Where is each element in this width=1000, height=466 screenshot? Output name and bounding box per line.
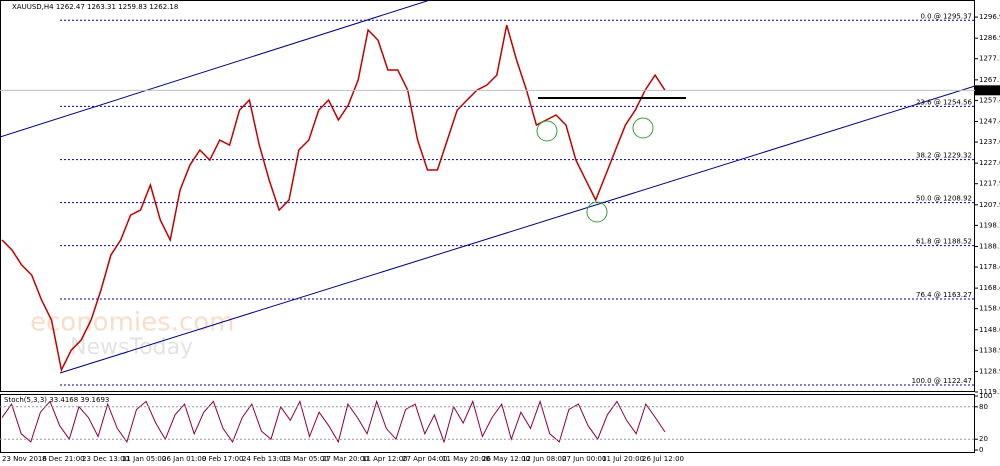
x-tick-label: 24 Feb 13:00 bbox=[242, 455, 288, 463]
channel-lower bbox=[59, 85, 976, 374]
y-tick-label: 1227.65 bbox=[979, 159, 1000, 167]
chart-title: XAUUSD,H4 1262.47 1263.31 1259.83 1262.1… bbox=[12, 3, 178, 11]
y-tick-label: 1237.65 bbox=[979, 138, 1000, 146]
y-tick-label: 1168.40 bbox=[979, 284, 1000, 292]
y-tick-label: 1198.15 bbox=[979, 221, 1000, 229]
x-tick-label: 26 Jan 01:00 bbox=[162, 455, 206, 463]
series-line bbox=[1, 24, 666, 373]
fib-label: 100.0 @ 1122.47 bbox=[912, 377, 972, 385]
y-tick-label: 1138.90 bbox=[979, 346, 1000, 354]
x-tick-label: 8 Dec 21:00 bbox=[42, 455, 85, 463]
series-line bbox=[1, 399, 666, 444]
y-tick-label: 1267.15 bbox=[979, 76, 1000, 84]
y-tick-label: 100 bbox=[979, 392, 992, 400]
y-tick-label: 1188.15 bbox=[979, 242, 1000, 250]
plot bbox=[0, 19, 975, 444]
highlight-circle bbox=[536, 120, 558, 142]
y-tick-label: 1217.90 bbox=[979, 180, 1000, 188]
y-tick-label: 1296.90 bbox=[979, 13, 1000, 21]
watermark: economies.com bbox=[30, 308, 234, 338]
y-tick-label: 1178.40 bbox=[979, 263, 1000, 271]
stoch-title: Stoch(5,3,3) 33.4168 39.1693 bbox=[4, 396, 109, 404]
watermark: NewsToday bbox=[70, 335, 193, 360]
x-tick-label: 23 Nov 2016 bbox=[2, 455, 47, 463]
fib-label: 76.4 @ 1163.27 bbox=[916, 291, 972, 299]
fib-label: 50.0 @ 1208.92 bbox=[916, 195, 972, 203]
y-tick-label: 1158.65 bbox=[979, 305, 1000, 313]
last-price-label: 1262.18 bbox=[977, 86, 1000, 94]
fib-label: 0.0 @ 1295.37 bbox=[920, 12, 972, 20]
y-tick-label: 1286.90 bbox=[979, 34, 1000, 42]
x-tick-label: 11 Jan 05:00 bbox=[122, 455, 166, 463]
fib-label: 38.2 @ 1229.32 bbox=[916, 152, 972, 160]
x-tick-label: 11 Jul 20:00 bbox=[602, 455, 644, 463]
main-frame bbox=[0, 0, 975, 392]
y-tick-label: 1277.15 bbox=[979, 55, 1000, 63]
x-tick-label: 27 Jun 00:00 bbox=[562, 455, 606, 463]
x-tick-label: 11 May 20:00 bbox=[442, 455, 490, 463]
x-tick-label: 11 Apr 12:00 bbox=[362, 455, 408, 463]
x-tick-label: 23 Dec 13:00 bbox=[82, 455, 129, 463]
y-tick-label: 20 bbox=[979, 435, 988, 443]
x-tick-label: 27 Mar 20:00 bbox=[322, 455, 369, 463]
last-price-box bbox=[975, 85, 1000, 96]
highlight-circle bbox=[586, 201, 608, 223]
y-tick-label: 1257.40 bbox=[979, 96, 1000, 104]
y-tick-label: 1128.90 bbox=[979, 367, 1000, 375]
fib-label: 61.8 @ 1188.52 bbox=[916, 238, 972, 246]
x-tick-label: 12 Jun 08:00 bbox=[522, 455, 566, 463]
fib-label: 23.6 @ 1254.56 bbox=[916, 98, 973, 106]
y-tick-label: 80 bbox=[979, 403, 988, 411]
x-tick-label: 9 Feb 17:00 bbox=[202, 455, 243, 463]
x-tick-label: 13 Mar 05:00 bbox=[282, 455, 329, 463]
y-tick-label: 1207.90 bbox=[979, 201, 1000, 209]
highlight-circle bbox=[632, 117, 654, 139]
x-tick-label: 26 May 12:00 bbox=[482, 455, 530, 463]
x-tick-label: 26 Jul 12:00 bbox=[642, 455, 684, 463]
y-tick-label: 1247.40 bbox=[979, 117, 1000, 125]
y-tick-label: 1148.65 bbox=[979, 326, 1000, 334]
y-tick-label: 0 bbox=[979, 446, 983, 454]
channel-upper bbox=[0, 0, 431, 138]
x-tick-label: 27 Apr 04:00 bbox=[402, 455, 448, 463]
y-tick-label: 1119.15 bbox=[979, 388, 1000, 396]
stoch-frame bbox=[0, 394, 975, 453]
